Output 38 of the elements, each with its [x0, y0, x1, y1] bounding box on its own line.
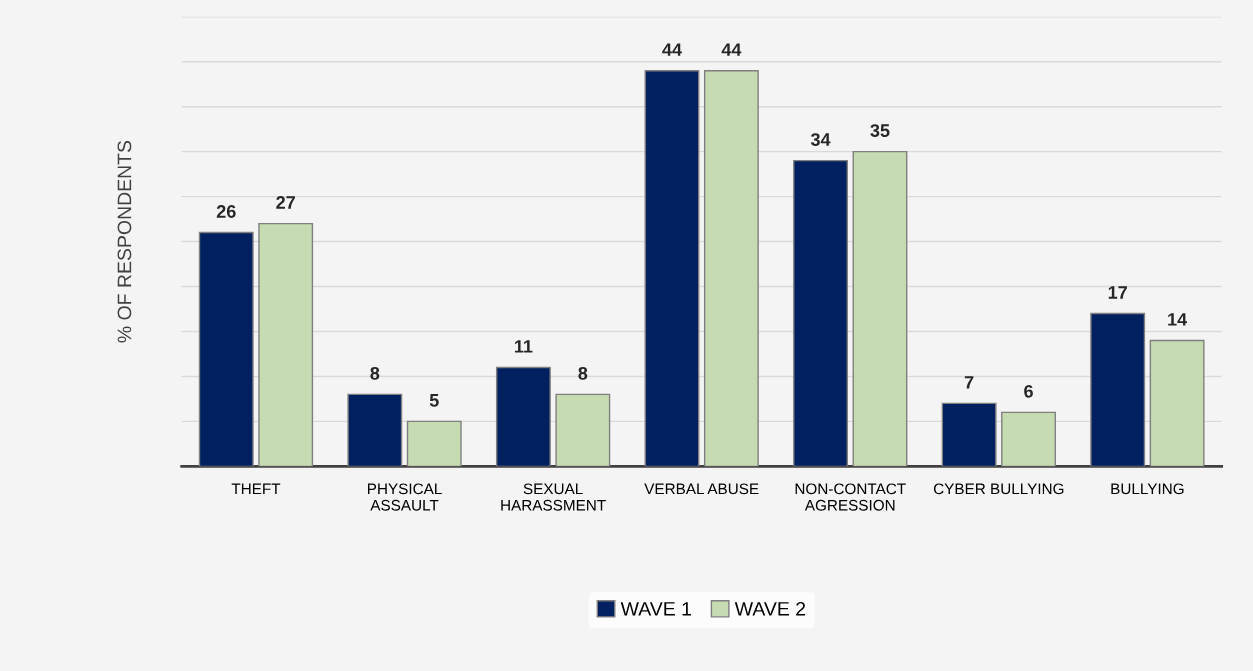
legend-label: WAVE 2: [734, 601, 806, 616]
data-label: 44: [662, 43, 682, 56]
data-label: 26: [216, 205, 236, 218]
bar: [495, 366, 551, 467]
bar: [1090, 312, 1146, 467]
x-tick-label: NON-CONTACT AGRESSION: [795, 483, 906, 511]
x-tick-label: BULLYING: [1111, 483, 1184, 495]
bar: [347, 393, 403, 467]
bar: [941, 402, 997, 467]
y-axis-title: % OF RESPONDENTS: [117, 140, 132, 343]
bar: [793, 159, 848, 467]
x-tick-label: SEXUAL HARASSMENT: [501, 483, 606, 511]
data-label: 5: [429, 394, 439, 407]
data-label: 8: [370, 366, 380, 380]
legend-label: WAVE 1: [620, 602, 692, 616]
x-tick-label: CYBER BULLYING: [933, 483, 1064, 495]
data-label: 35: [870, 124, 890, 137]
data-label: 6: [1024, 384, 1033, 398]
bar: [644, 70, 700, 467]
data-label: 44: [721, 43, 742, 56]
data-label: 11: [514, 340, 533, 353]
x-tick-label: VERBAL ABUSE: [644, 483, 759, 495]
data-label: 34: [810, 133, 831, 146]
x-tick-label: PHYSICAL ASSAULT: [368, 483, 442, 511]
bar: [1001, 411, 1056, 467]
bar: [198, 231, 254, 467]
data-label: 17: [1108, 286, 1127, 299]
data-label: 27: [276, 196, 295, 209]
bar: [555, 393, 611, 467]
data-label: 8: [578, 366, 588, 380]
bar: [1149, 339, 1205, 467]
bar: [852, 150, 908, 467]
data-label: 14: [1168, 313, 1188, 326]
x-tick-label: THEFT: [231, 483, 281, 495]
data-label: 7: [964, 376, 974, 389]
bar: [406, 420, 462, 467]
bar: [703, 70, 759, 467]
bar: [258, 222, 314, 467]
